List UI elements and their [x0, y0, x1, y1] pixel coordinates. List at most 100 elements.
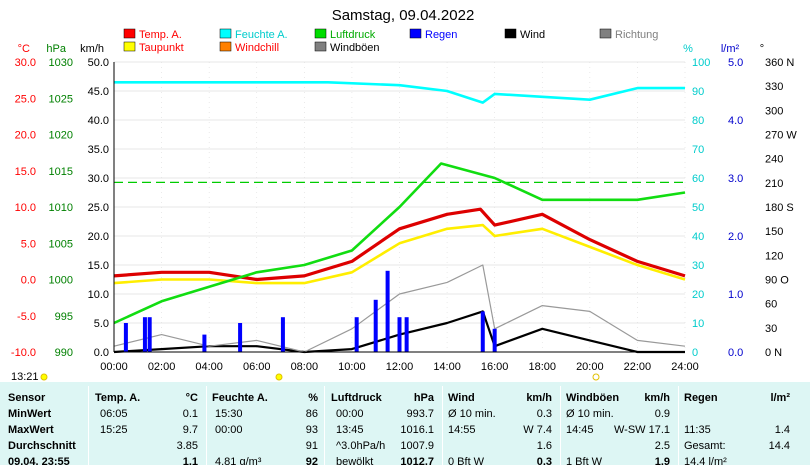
legend-label: Windchill	[235, 42, 279, 54]
tick-label-temp: -5.0	[17, 311, 36, 323]
summary-cell-wind-val: W 7.4	[523, 424, 552, 436]
tick-label-pressure: 1025	[49, 93, 73, 105]
tick-label-x: 18:00	[528, 361, 556, 373]
legend-label: Windböen	[330, 42, 380, 54]
tick-label-temp: 15.0	[15, 166, 36, 178]
tick-label-x: 20:00	[576, 361, 604, 373]
axis-unit-rain: l/m²	[721, 43, 740, 55]
bar-regen	[202, 334, 207, 352]
summary-cell-druck-time: 13:45	[336, 424, 364, 436]
header-wind: Wind	[448, 392, 475, 404]
tick-label-pressure: 1010	[49, 202, 73, 214]
tick-label-temp: 5.0	[21, 238, 36, 250]
summary-header-row: Sensor Temp. A. °C Feuchte A. % Luftdruc…	[0, 391, 810, 407]
summary-cell-druck-time: bewölkt	[336, 456, 374, 465]
legend-swatch	[123, 41, 136, 52]
summary-cell-boen-val: 0.9	[654, 408, 670, 420]
tick-label-x: 16:00	[481, 361, 509, 373]
bar-regen	[385, 270, 390, 352]
header-druck-unit: hPa	[413, 392, 434, 404]
legend-label: Temp. A.	[139, 29, 182, 41]
legend-label: Regen	[425, 29, 457, 41]
bar-regen	[397, 317, 402, 352]
summary-cell-feuchte-val: 91	[305, 440, 318, 452]
tick-label-rain: 5.0	[728, 57, 743, 69]
sun-marker-morning	[275, 373, 283, 381]
tick-label-x: 04:00	[195, 361, 223, 373]
tick-label-rain: 0.0	[728, 347, 743, 359]
summary-cell-temp-val: 0.1	[182, 408, 198, 420]
chart-grid	[113, 61, 686, 353]
tick-label-humidity: 40	[692, 231, 704, 243]
tick-label-humidity: 10	[692, 318, 704, 330]
tick-label-direction: 240	[765, 154, 783, 166]
summary-cell-wind-val: 0.3	[536, 408, 552, 420]
tick-label-pressure: 990	[55, 347, 73, 359]
line-windböen	[113, 264, 686, 353]
tick-label-pressure: 1005	[49, 238, 73, 250]
summary-cell-druck-time: 00:00	[336, 408, 364, 420]
summary-cell-temp-time: 06:05	[100, 408, 128, 420]
tick-label-pressure: 1015	[49, 166, 73, 178]
weather-chart: Samstag, 09.04.2022 Temp. A. Feuchte A. Lu…	[10, 7, 798, 382]
tick-label-wind: 15.0	[88, 260, 109, 272]
tick-label-humidity: 70	[692, 144, 704, 156]
tick-label-humidity: 50	[692, 202, 704, 214]
legend-label: Luftdruck	[330, 29, 376, 41]
tick-label-direction: 300	[765, 105, 783, 117]
bar-regen	[373, 299, 378, 352]
tick-label-pressure: 1030	[49, 57, 73, 69]
chart-title: Samstag, 09.04.2022	[332, 7, 475, 24]
legend-swatch	[314, 41, 327, 52]
header-wind-unit: km/h	[526, 392, 552, 404]
bar-regen	[404, 317, 409, 352]
legend-label: Feuchte A.	[235, 29, 288, 41]
axis-unit-wind: km/h	[80, 43, 104, 55]
tick-label-direction: 360 N	[765, 57, 794, 69]
tick-label-wind: 35.0	[88, 144, 109, 156]
header-regen-unit: l/m²	[770, 392, 790, 404]
summary-cell-druck-val: 1012.7	[400, 456, 434, 465]
tick-label-humidity: 90	[692, 86, 704, 98]
tick-label-wind: 5.0	[94, 318, 109, 330]
summary-table: Sensor Temp. A. °C Feuchte A. % Luftdruc…	[0, 382, 810, 465]
tick-label-pressure: 1020	[49, 130, 73, 142]
axis-unit-temp: °C	[18, 43, 30, 55]
line-feuchte-a-	[114, 81, 685, 104]
summary-cell-regen-time: 14.4 l/m²	[684, 456, 727, 465]
header-temp: Temp. A.	[95, 392, 141, 404]
axis-unit-direction: °	[760, 43, 764, 55]
summary-cell-temp-val: 1.1	[182, 456, 198, 465]
summary-cell-feuchte-time: 15:30	[215, 408, 243, 420]
summary-cell-feuchte-time: 4.81 g/m³	[215, 456, 262, 465]
sunrise-marker	[40, 373, 48, 381]
tick-label-wind: 30.0	[88, 173, 109, 185]
summary-cell-wind-time: 0 Bft W	[448, 456, 485, 465]
bar-regen	[492, 328, 497, 352]
summary-cell-regen-time: 11:35	[684, 424, 711, 436]
summary-cell-feuchte-time: 00:00	[215, 424, 243, 436]
header-feuchte: Feuchte A.	[212, 392, 268, 404]
summary-row: MaxWert 15:25 9.7 00:00 93 13:45 1016.1 14:55 W …	[0, 423, 810, 439]
summary-row: 09.04. 23:55 1.1 4.81 g/m³ 92 bewölkt 1012.7 0…	[0, 455, 810, 465]
legend-swatch	[504, 28, 517, 39]
summary-cell-label: MinWert	[8, 408, 52, 420]
tick-label-wind: 0.0	[94, 347, 109, 359]
tick-label-pressure: 1000	[49, 275, 73, 287]
summary-cell-druck-val: 993.7	[406, 408, 434, 420]
tick-label-x: 06:00	[243, 361, 271, 373]
tick-label-direction: 330	[765, 81, 783, 93]
tick-label-humidity: 0	[692, 347, 698, 359]
summary-cell-temp-val: 9.7	[182, 424, 198, 436]
bar-regen	[280, 317, 285, 352]
tick-label-wind: 10.0	[88, 289, 109, 301]
tick-label-x: 08:00	[291, 361, 319, 373]
summary-cell-regen-val: 14.4	[768, 440, 790, 452]
header-regen: Regen	[684, 392, 718, 404]
summary-cell-wind-time: 14:55	[448, 424, 476, 436]
line-taupunkt	[113, 223, 686, 285]
summary-cell-label: MaxWert	[8, 424, 54, 436]
legend-swatch	[314, 28, 327, 39]
tick-label-direction: 210	[765, 178, 783, 190]
summary-cell-wind-val: 1.6	[536, 440, 552, 452]
